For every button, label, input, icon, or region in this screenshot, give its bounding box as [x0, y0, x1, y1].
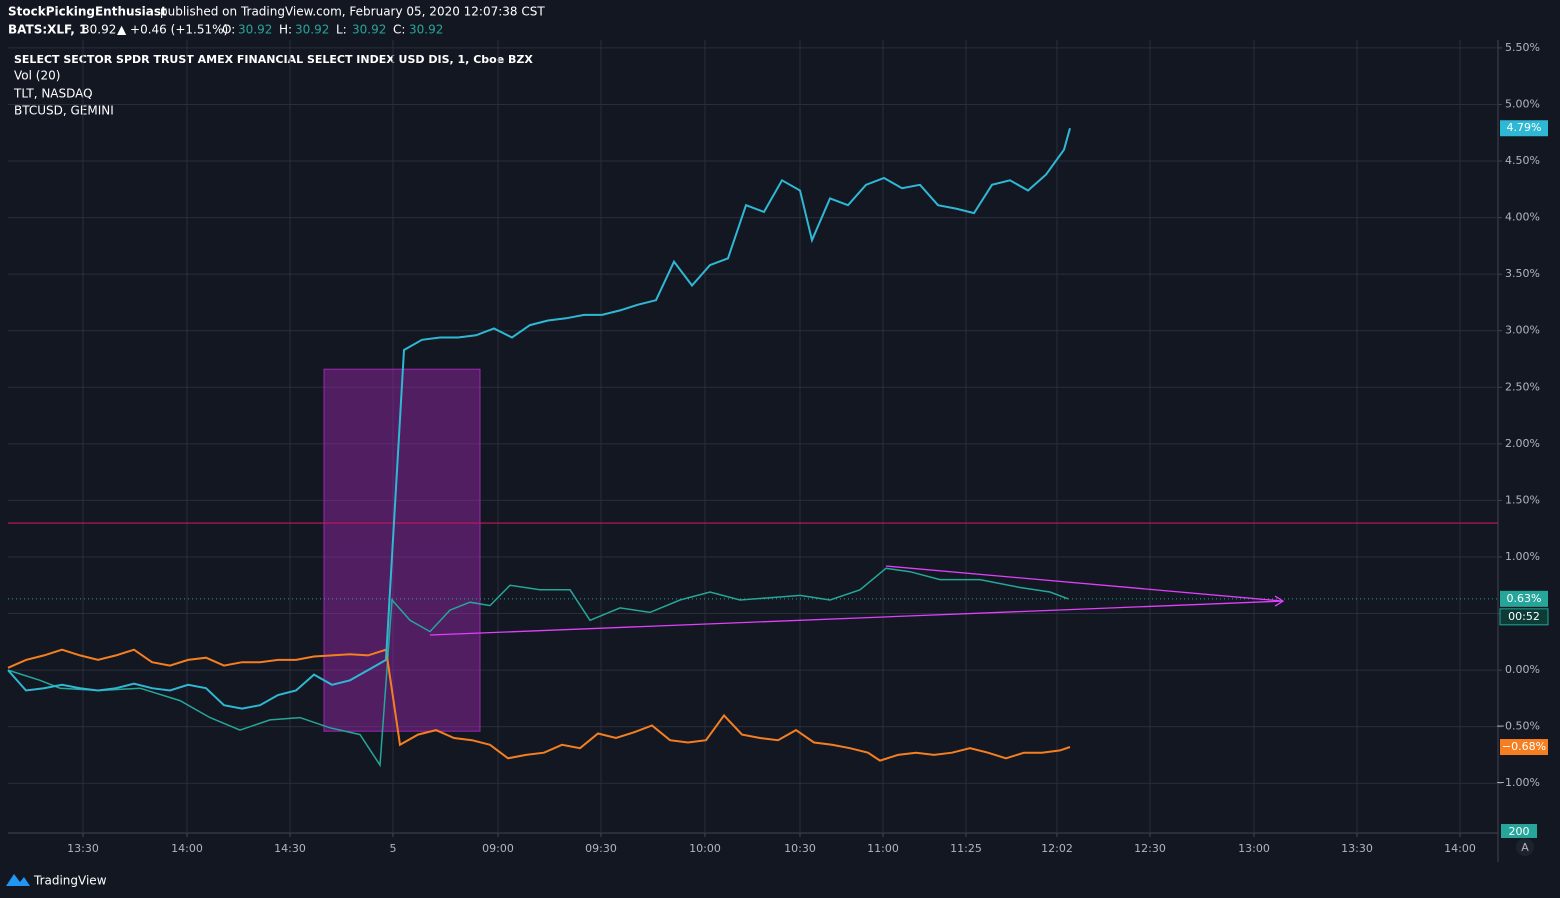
volume-tag: 200 — [1509, 825, 1530, 838]
ohlc-label: O: — [222, 23, 235, 37]
change: ▲ +0.46 (+1.51%) — [117, 23, 228, 37]
volume-tag-box — [1501, 824, 1537, 838]
y-tick-label: 2.50% — [1505, 380, 1540, 393]
x-tick-label: 12:30 — [1134, 842, 1166, 855]
y-tick-label: 3.50% — [1505, 267, 1540, 280]
y-tick-label: −1.00% — [1496, 776, 1540, 789]
x-tick-label: 09:30 — [585, 842, 617, 855]
ohlc-value: 30.92 — [409, 23, 443, 37]
price-tag: −0.68% — [1502, 740, 1546, 753]
y-tick-label: −0.50% — [1496, 720, 1540, 733]
x-tick-label: 14:30 — [274, 842, 306, 855]
x-tick-label: 13:00 — [1238, 842, 1270, 855]
ohlc-label: L: — [336, 23, 347, 37]
x-tick-label: 09:00 — [482, 842, 514, 855]
price-tag-box — [1500, 739, 1548, 756]
x-tick-label: 10:30 — [784, 842, 816, 855]
symbol: BATS:XLF, 1 — [8, 23, 87, 37]
x-tick-label: 5 — [390, 842, 397, 855]
highlight-box — [323, 368, 481, 732]
x-tick-label: 10:00 — [689, 842, 721, 855]
published: published on TradingView.com, February 0… — [160, 5, 545, 19]
x-tick-label: 11:25 — [950, 842, 982, 855]
y-tick-label: 4.50% — [1505, 154, 1540, 167]
x-tick-label: 11:00 — [867, 842, 899, 855]
author: StockPickingEnthusiast — [8, 5, 167, 19]
y-tick-label: 5.50% — [1505, 41, 1540, 54]
x-tick-label: 14:00 — [1444, 842, 1476, 855]
auto-button-bg[interactable] — [1516, 838, 1534, 856]
x-tick-label: 12:02 — [1041, 842, 1073, 855]
brand: TradingView — [33, 874, 107, 888]
countdown-box — [1499, 608, 1549, 626]
legend: SELECT SECTOR SPDR TRUST AMEX FINANCIAL … — [13, 53, 533, 118]
price-tag: 4.79% — [1507, 121, 1542, 134]
legend-entry: TLT, NASDAQ — [13, 87, 93, 101]
y-tick-label: 3.00% — [1505, 324, 1540, 337]
price: 30.92 — [82, 23, 116, 37]
trend-line — [429, 600, 1284, 636]
x-tick-label: 13:30 — [1341, 842, 1373, 855]
countdown: 00:52 — [1508, 610, 1540, 623]
plot: 5.50% 5.00% 4.50% 4.00% 3.50% 3.00% 2.50% 2.00%… — [7, 40, 1549, 855]
trend-arrow — [1274, 595, 1285, 607]
y-tick-label: 1.50% — [1505, 493, 1540, 506]
ohlc-value: 30.92 — [295, 23, 329, 37]
y-tick-label: 0.00% — [1505, 663, 1540, 676]
y-tick-label: 2.00% — [1505, 437, 1540, 450]
legend-entry: BTCUSD, GEMINI — [14, 104, 114, 118]
legend-entry: SELECT SECTOR SPDR TRUST AMEX FINANCIAL … — [14, 53, 533, 66]
ohlc: O: 30.92 H: 30.92 L: 30.92 C: 30.92 — [222, 23, 443, 37]
price-tag: 0.63% — [1507, 592, 1542, 605]
ohlc-label: C: — [393, 23, 405, 37]
brand-logo — [6, 874, 30, 886]
y-tick-label: 1.00% — [1505, 550, 1540, 563]
y-tick-label: 4.00% — [1505, 211, 1540, 224]
auto-button[interactable]: A — [1521, 841, 1529, 854]
series-line — [7, 127, 1071, 710]
x-tick-label: 13:30 — [67, 842, 99, 855]
price-tag-box — [1500, 590, 1548, 607]
volume-legend: Vol (20) — [14, 69, 60, 83]
ohlc-value: 30.92 — [238, 23, 272, 37]
price-tag-box — [1500, 120, 1548, 137]
series-line — [7, 567, 1069, 768]
x-tick-label: 14:00 — [171, 842, 203, 855]
ohlc-label: H: — [279, 23, 292, 37]
series-line — [7, 648, 1071, 762]
y-tick-label: 5.00% — [1505, 97, 1540, 110]
ohlc-value: 30.92 — [352, 23, 386, 37]
trend-line — [885, 565, 1284, 602]
